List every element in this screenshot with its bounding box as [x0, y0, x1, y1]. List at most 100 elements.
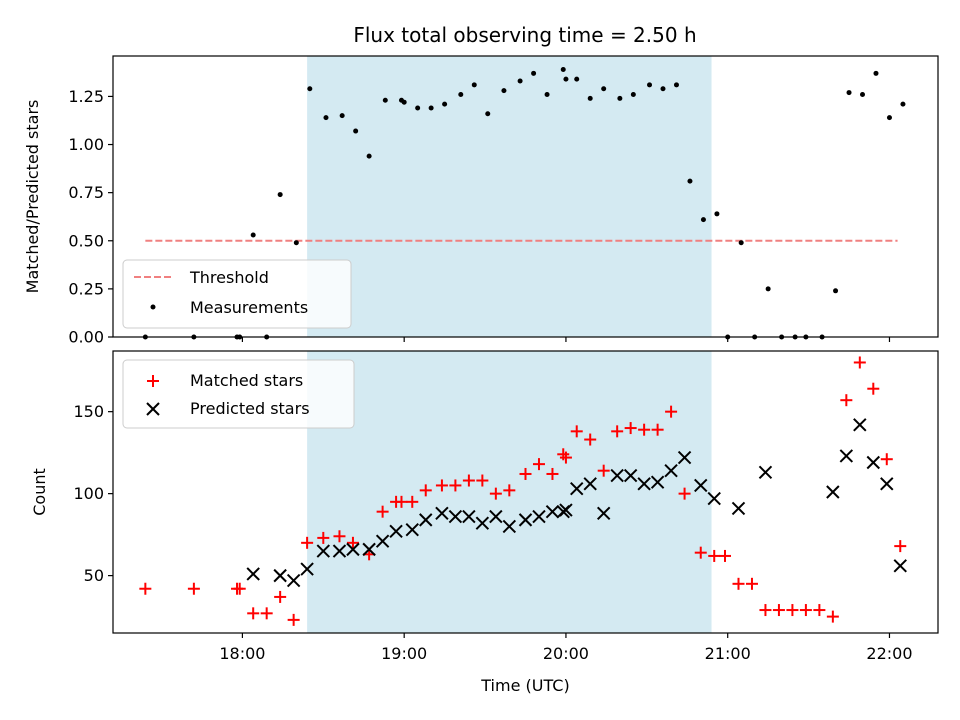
bottom-axes-frame [112, 350, 939, 634]
measurement-point [458, 91, 464, 97]
predicted-star-point [677, 450, 692, 465]
matched-star-point [570, 425, 583, 438]
top-legend: Threshold Measurements [122, 259, 352, 329]
matched-star-point [772, 604, 785, 617]
matched-star-point [880, 453, 893, 466]
y-tick-label: 100 [73, 484, 104, 503]
top-y-axis-label: Matched/Predicted stars [23, 100, 42, 294]
predicted-star-point [880, 477, 894, 491]
measurement-point [442, 101, 448, 107]
matched-star-point [395, 495, 408, 508]
matched-star-point [406, 495, 419, 508]
matched-star-point [260, 607, 273, 620]
predicted-star-point [758, 465, 773, 480]
matched-star-point [559, 451, 572, 464]
matched-star-point [489, 487, 502, 500]
matched-star-point [233, 582, 246, 595]
predicted-star-point [502, 519, 517, 534]
measurement-point [860, 91, 866, 97]
measurement-point [673, 82, 679, 88]
matched-star-point [786, 604, 799, 617]
matched-star-point [584, 433, 597, 446]
y-tick-label: 0.50 [68, 231, 104, 250]
measurement-point [401, 99, 407, 105]
x-tick-label: 19:00 [381, 644, 427, 663]
predicted-star-point [273, 568, 287, 583]
matched-star-point [745, 577, 758, 590]
matched-star-point [532, 458, 545, 471]
bottom-y-ticks: 50 100 150 [73, 402, 113, 585]
measurement-point [366, 153, 372, 159]
matched-star-point [346, 536, 359, 549]
predicted-star-point [300, 562, 314, 576]
matched-star-point [732, 577, 745, 590]
observing-window-band [307, 56, 712, 337]
predicted-star-point [405, 523, 419, 537]
y-tick-label: 0.75 [68, 183, 104, 202]
predicted-star-point [435, 506, 449, 521]
matched-star-point [624, 422, 637, 435]
matched-star-point [317, 531, 330, 544]
predicted-star-point [375, 534, 390, 548]
measurement-point [765, 286, 771, 292]
matched-star-point [759, 604, 772, 617]
measurement-point [601, 86, 607, 92]
y-tick-label: 1.25 [68, 87, 104, 106]
predicted-star-point [583, 477, 597, 491]
predicted-star-point [362, 542, 376, 557]
counts-panel: 18:00 19:00 20:00 21:00 22:00 50 100 150 Count… [30, 350, 939, 695]
measurement-point [277, 192, 283, 198]
measurement-point [293, 240, 299, 246]
legend-threshold-label: Threshold [189, 268, 269, 287]
top-y-ticks: 0.00 0.25 0.50 0.75 1.00 1.25 [68, 87, 113, 347]
predicted-star-point [532, 509, 546, 524]
predicted-star-point [419, 513, 433, 527]
matched-star-point [449, 479, 462, 492]
measurement-point [517, 78, 523, 84]
x-tick-label: 21:00 [705, 644, 751, 663]
predicted-star-point [518, 513, 533, 527]
measurement-point [660, 86, 666, 92]
matched-star-point [376, 505, 389, 518]
predicted-star-point [448, 509, 463, 524]
matched-star-point [694, 546, 707, 559]
matched-star-point [333, 530, 346, 543]
matched-star-point [301, 536, 314, 549]
measurement-point [415, 105, 421, 111]
measurement-point [886, 115, 892, 121]
matched-star-point [708, 549, 721, 562]
matched-star-point [519, 467, 532, 480]
x-tick-label: 18:00 [219, 644, 265, 663]
measurement-point [531, 70, 537, 76]
matched-star-point [813, 604, 826, 617]
measurement-point [700, 217, 706, 223]
measurement-point [428, 105, 434, 111]
measurement-point [900, 101, 906, 107]
x-axis-label: Time (UTC) [480, 676, 569, 695]
chart-title: Flux total observing time = 2.50 h [353, 23, 696, 47]
matched-star-point [247, 607, 260, 620]
predicted-stars-series [246, 418, 907, 588]
measurement-point [471, 82, 477, 88]
matched-star-point [867, 382, 880, 395]
measurement-point [560, 66, 566, 72]
legend-matched-label: Matched stars [190, 371, 303, 390]
measurement-point [382, 97, 388, 103]
predicted-star-point [610, 468, 624, 483]
measurement-point [846, 90, 852, 96]
predicted-star-point [316, 544, 331, 558]
predicted-star-point [853, 418, 867, 432]
predicted-star-point [545, 504, 560, 519]
matched-star-point [611, 425, 624, 438]
x-tick-label: 22:00 [866, 644, 912, 663]
matched-star-point [462, 474, 475, 487]
ratio-panel: 0.00 0.25 0.50 0.75 1.00 1.25 Matched/Predict… [23, 55, 939, 347]
predicted-star-point [559, 503, 573, 517]
predicted-star-point [332, 544, 347, 558]
measurement-point [714, 211, 720, 217]
predicted-star-point [389, 524, 403, 539]
legend-predicted-swatch [146, 402, 160, 416]
measurement-point [873, 70, 879, 76]
matched-star-point [503, 484, 516, 497]
